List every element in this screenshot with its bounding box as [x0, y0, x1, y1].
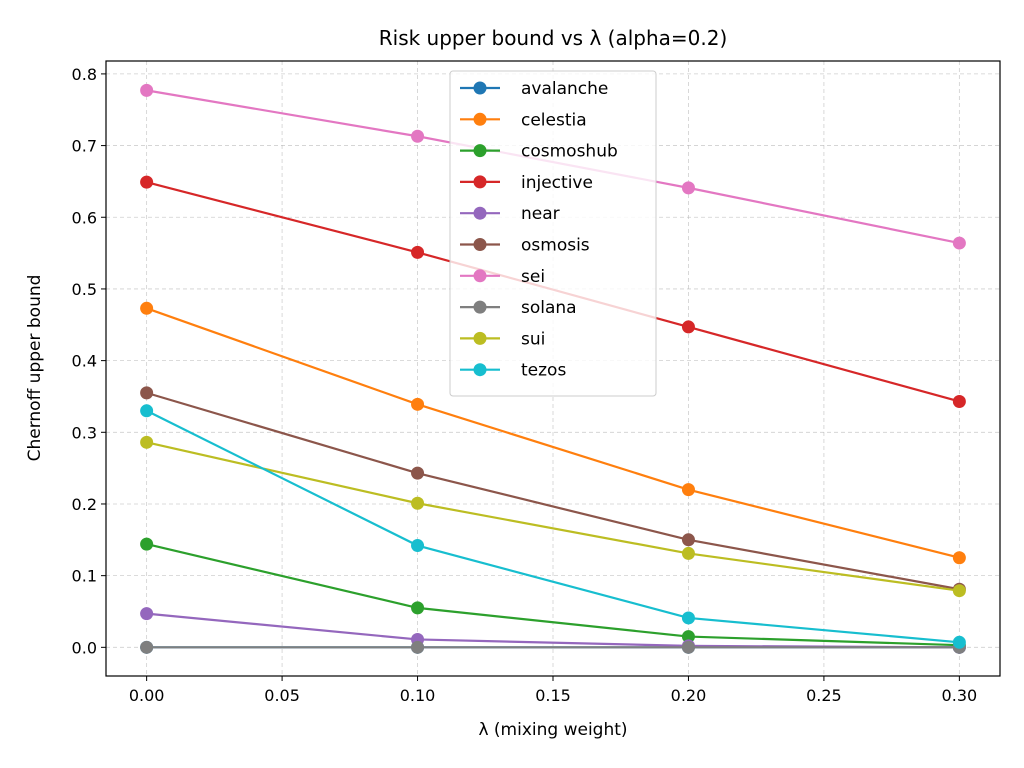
legend-marker: [473, 300, 487, 314]
data-point: [140, 175, 154, 189]
x-axis-label: λ (mixing weight): [478, 720, 627, 740]
legend-item-solana: solana: [460, 298, 577, 318]
legend-marker: [473, 144, 487, 158]
legend-label: solana: [521, 298, 577, 318]
data-point: [681, 181, 695, 195]
data-point: [681, 611, 695, 625]
data-point: [140, 537, 154, 551]
data-point: [952, 551, 966, 565]
y-tick-label: 0.2: [72, 495, 97, 514]
legend-item-sui: sui: [460, 329, 545, 349]
legend-item-celestia: celestia: [460, 110, 587, 130]
x-tick-label: 0.30: [942, 686, 978, 705]
data-point: [411, 496, 425, 510]
legend-label: celestia: [521, 110, 587, 130]
series-solana: [140, 640, 966, 654]
data-point: [140, 435, 154, 449]
legend-item-osmosis: osmosis: [460, 236, 590, 256]
x-tick-label: 0.15: [535, 686, 571, 705]
data-point: [952, 394, 966, 408]
legend-label: osmosis: [521, 236, 590, 256]
legend-marker: [473, 363, 487, 377]
data-point: [952, 584, 966, 598]
legend-label: sei: [521, 267, 545, 287]
y-tick-label: 0.6: [72, 208, 97, 227]
data-point: [681, 640, 695, 654]
series-tezos: [140, 404, 966, 649]
legend-marker: [473, 269, 487, 283]
legend-box: [449, 70, 657, 397]
series-sui: [140, 435, 966, 598]
y-tick-label: 0.3: [72, 423, 97, 442]
legend-marker: [473, 175, 487, 189]
legend-marker: [473, 81, 487, 95]
y-axis-ticks: 0.0 0.1 0.2 0.3 0.4 0.5 0.6 0.7 0.8: [72, 65, 106, 657]
series-line: [146, 307, 960, 559]
data-point: [140, 83, 154, 97]
y-tick-label: 0.8: [72, 65, 97, 84]
legend: avalanche celestia cosmoshub injective near o…: [449, 70, 657, 397]
x-tick-label: 0.10: [400, 686, 436, 705]
legend-item-near: near: [460, 204, 560, 224]
x-tick-label: 0.05: [264, 686, 300, 705]
x-tick-label: 0.25: [806, 686, 842, 705]
y-tick-label: 0.7: [72, 137, 97, 156]
legend-marker: [473, 206, 487, 220]
chart-title: Risk upper bound vs λ (alpha=0.2): [379, 26, 728, 50]
legend-item-tezos: tezos: [460, 361, 566, 381]
legend-label: sui: [521, 329, 545, 349]
legend-marker: [473, 112, 487, 126]
data-point: [411, 129, 425, 143]
series-line: [146, 441, 960, 592]
legend-marker: [473, 331, 487, 345]
series-line: [146, 409, 960, 644]
data-point: [952, 236, 966, 250]
series-line: [146, 391, 960, 591]
series-line: [146, 543, 960, 647]
legend-label: injective: [521, 173, 593, 193]
data-point: [140, 386, 154, 400]
data-point: [681, 320, 695, 334]
data-point: [140, 607, 154, 621]
data-point: [140, 640, 154, 654]
legend-label: avalanche: [521, 79, 608, 99]
data-point: [681, 630, 695, 644]
legend-item-injective: injective: [460, 173, 593, 193]
legend-item-cosmoshub: cosmoshub: [460, 142, 618, 162]
series-osmosis: [140, 386, 966, 596]
data-point: [681, 546, 695, 560]
legend-marker: [473, 238, 487, 251]
x-tick-label: 0.00: [129, 686, 165, 705]
data-point: [140, 301, 154, 315]
x-axis-ticks: 0.00 0.05 0.10 0.15 0.20 0.25 0.30: [129, 676, 977, 705]
y-tick-label: 0.1: [72, 567, 97, 586]
series-celestia: [140, 301, 966, 565]
data-point: [411, 245, 425, 259]
data-point: [411, 539, 425, 553]
x-tick-label: 0.20: [671, 686, 707, 705]
legend-label: near: [521, 204, 560, 224]
plot-frame: [105, 60, 1001, 677]
y-tick-label: 0.0: [72, 638, 97, 657]
legend-label: tezos: [521, 361, 566, 381]
data-point: [411, 601, 425, 615]
data-point: [681, 483, 695, 497]
legend-label: cosmoshub: [521, 142, 618, 162]
legend-item-sei: sei: [460, 267, 545, 287]
data-point: [411, 640, 425, 654]
y-tick-label: 0.5: [72, 280, 97, 299]
data-point: [952, 635, 966, 649]
y-axis-label: Chernoff upper bound: [25, 275, 45, 462]
y-tick-label: 0.4: [72, 352, 97, 371]
data-point: [411, 466, 425, 480]
data-point: [681, 533, 695, 547]
data-point: [411, 397, 425, 411]
data-point: [140, 404, 154, 418]
legend-item-avalanche: avalanche: [460, 79, 608, 99]
